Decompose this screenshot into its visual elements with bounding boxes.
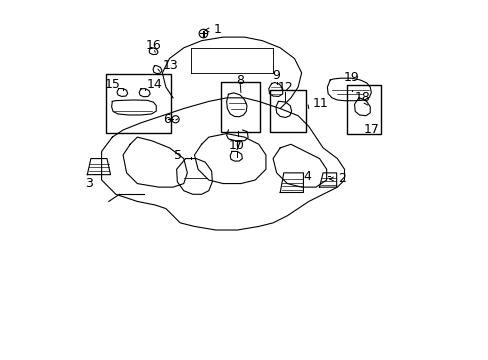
Text: 17: 17: [364, 123, 379, 136]
Text: 2: 2: [337, 172, 345, 185]
Text: 6: 6: [163, 113, 171, 126]
Text: 1: 1: [213, 23, 221, 36]
Text: 13: 13: [162, 59, 178, 72]
Text: 12: 12: [277, 81, 292, 94]
Text: 9: 9: [272, 69, 280, 82]
Text: 8: 8: [236, 74, 244, 87]
Text: 15: 15: [104, 78, 120, 91]
Text: 18: 18: [354, 91, 369, 104]
Text: 14: 14: [146, 78, 162, 91]
Text: 3: 3: [85, 177, 93, 190]
Text: 16: 16: [145, 39, 161, 52]
Text: 19: 19: [343, 71, 359, 84]
Text: 11: 11: [312, 97, 327, 110]
Text: 7: 7: [234, 140, 242, 153]
Text: 10: 10: [228, 139, 244, 152]
Text: 4: 4: [303, 170, 311, 183]
Text: 5: 5: [174, 149, 182, 162]
